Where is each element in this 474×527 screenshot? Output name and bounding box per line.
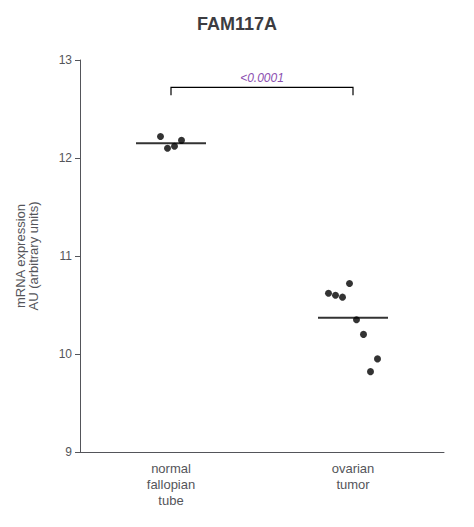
svg-text:FAM117A: FAM117A (197, 14, 277, 34)
svg-text:mRNA expression: mRNA expression (13, 204, 28, 308)
svg-text:tube: tube (158, 493, 183, 508)
svg-text:AU (arbitrary units): AU (arbitrary units) (26, 201, 41, 310)
svg-text:fallopian: fallopian (147, 477, 195, 492)
svg-text:11: 11 (60, 249, 73, 263)
svg-text:12: 12 (59, 151, 73, 165)
svg-text:13: 13 (59, 53, 73, 67)
svg-text:tumor: tumor (336, 477, 370, 492)
svg-text:ovarian: ovarian (332, 461, 375, 476)
svg-text:10: 10 (59, 347, 73, 361)
svg-text:<0.0001: <0.0001 (240, 71, 284, 85)
svg-text:9: 9 (65, 445, 72, 459)
svg-text:normal: normal (151, 461, 191, 476)
